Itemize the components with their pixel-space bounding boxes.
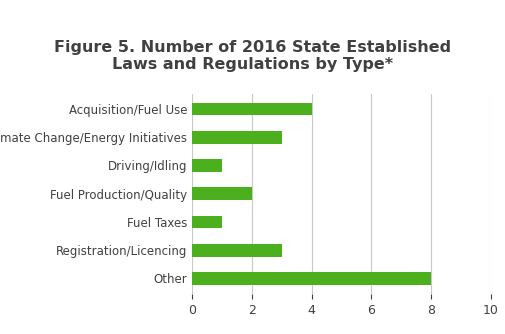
Bar	[192, 103, 311, 115]
Bar	[192, 187, 251, 200]
Bar	[192, 244, 281, 257]
Bar	[192, 216, 222, 228]
Bar	[192, 272, 430, 285]
Bar	[192, 159, 222, 172]
Bar	[192, 131, 281, 144]
Text: Figure 5. Number of 2016 State Established
Laws and Regulations by Type*: Figure 5. Number of 2016 State Establish…	[55, 40, 450, 72]
